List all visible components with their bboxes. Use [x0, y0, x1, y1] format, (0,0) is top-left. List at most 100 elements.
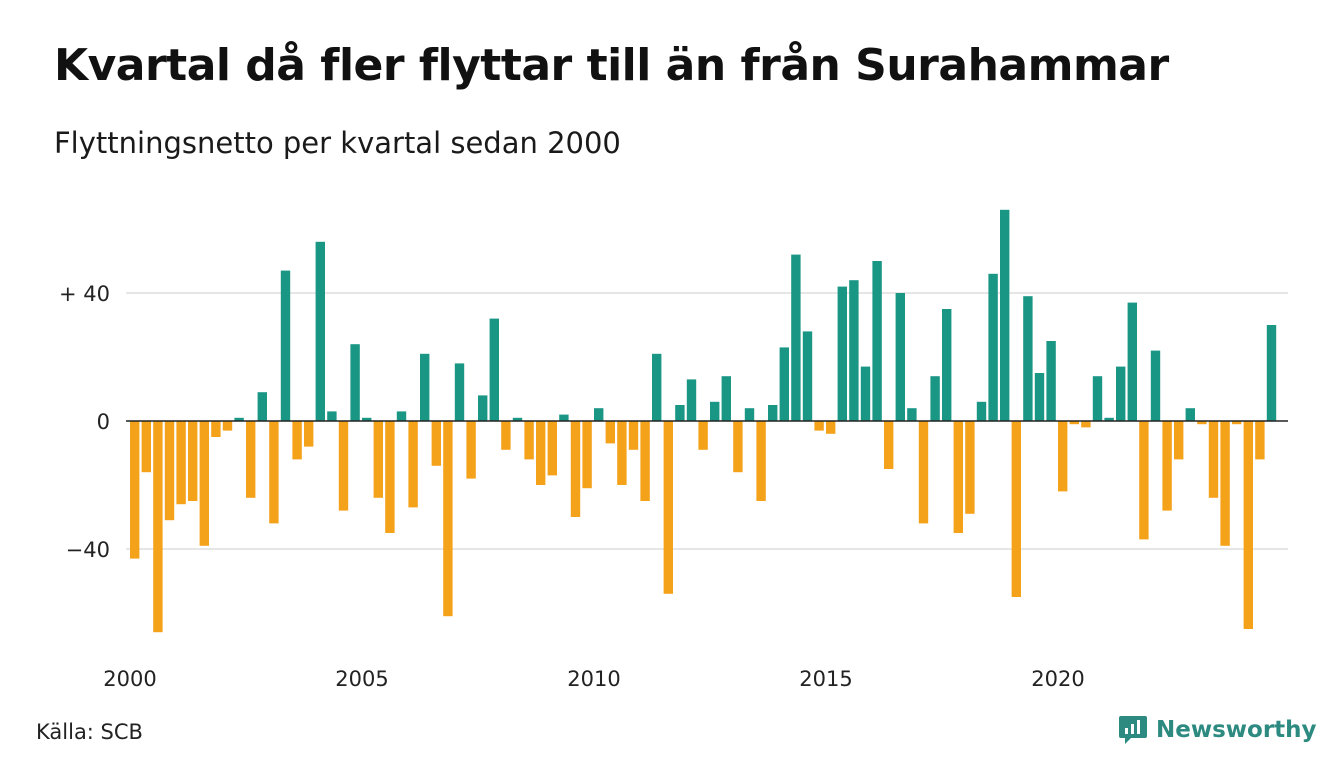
- bar: [304, 421, 314, 447]
- bar: [1208, 421, 1219, 498]
- bar: [373, 421, 383, 498]
- bar: [779, 347, 789, 421]
- bar: [733, 421, 743, 473]
- bar: [246, 421, 256, 498]
- bar: [605, 421, 615, 444]
- bar: [698, 421, 708, 450]
- bar: [1255, 421, 1265, 460]
- y-axis-labels: + 40 0 −40: [59, 282, 110, 562]
- bar: [884, 421, 894, 469]
- y-tick-label: −40: [66, 538, 110, 562]
- bar: [918, 421, 929, 524]
- bar: [1058, 421, 1068, 492]
- bar: [617, 421, 627, 485]
- bar: [188, 421, 198, 501]
- bar: [327, 411, 337, 421]
- bar: [501, 421, 511, 450]
- bar: [257, 392, 267, 421]
- x-tick-label: 2000: [103, 667, 156, 691]
- bar: [582, 421, 592, 489]
- bar: [315, 241, 325, 421]
- bar: [350, 344, 360, 421]
- bar: [1174, 421, 1184, 460]
- source-note: Källa: SCB: [36, 720, 143, 744]
- bar: [454, 363, 465, 421]
- bar: [443, 421, 453, 617]
- bar: [640, 421, 650, 501]
- bar: [176, 421, 186, 505]
- bar: [385, 421, 395, 533]
- bar: [1116, 366, 1126, 421]
- bar: [338, 421, 349, 511]
- bar: [420, 353, 430, 421]
- y-tick-label: + 40: [59, 282, 110, 306]
- bar: [489, 318, 499, 421]
- bar: [1266, 325, 1277, 421]
- bar: [211, 421, 221, 437]
- bar: [988, 273, 998, 421]
- bar: [269, 421, 279, 524]
- bar: [141, 421, 151, 473]
- bar: [953, 421, 963, 533]
- bar: [628, 421, 639, 450]
- bar: [280, 270, 291, 421]
- bar: [756, 421, 766, 501]
- bar: [396, 411, 407, 421]
- bar: [408, 421, 418, 508]
- bar: [1232, 421, 1242, 425]
- bar: [1023, 296, 1033, 421]
- bar: [559, 414, 569, 421]
- bar: [1139, 421, 1149, 540]
- bar: [1104, 417, 1114, 421]
- x-axis-labels: 2000 2005 2010 2015 2020: [103, 667, 1084, 691]
- bar: [1197, 421, 1207, 425]
- bar: [1000, 209, 1010, 421]
- bar: [965, 421, 975, 514]
- bar: [849, 280, 859, 421]
- bar: [860, 366, 871, 421]
- bar: [1092, 376, 1103, 421]
- bar: [536, 421, 546, 485]
- bar: [1185, 408, 1195, 421]
- bar: [686, 379, 697, 421]
- bar: [466, 421, 476, 479]
- bar: [744, 408, 755, 421]
- bar: [130, 421, 140, 559]
- bar: [431, 421, 441, 466]
- bar: [199, 421, 209, 546]
- bar: [675, 405, 685, 421]
- bar: [721, 376, 731, 421]
- bar: [222, 421, 233, 431]
- bar: [976, 401, 987, 421]
- bar: [164, 421, 175, 521]
- bar: [1127, 302, 1137, 421]
- bar: [153, 421, 163, 633]
- x-tick-label: 2020: [1031, 667, 1084, 691]
- bar: [512, 417, 523, 421]
- bar: [930, 376, 940, 421]
- y-tick-label: 0: [97, 410, 110, 434]
- bar: [663, 421, 673, 594]
- bar: [1243, 421, 1253, 629]
- bar: [1220, 421, 1230, 546]
- chart-subtitle: Flyttningsnetto per kvartal sedan 2000: [54, 126, 621, 160]
- bar-chart: + 40 0 −40 2000 2005 2010 2015 2020: [59, 209, 1288, 691]
- bar: [1046, 341, 1056, 421]
- bars: [130, 209, 1277, 633]
- bar: [826, 421, 836, 434]
- bar: [802, 331, 813, 421]
- bar: [907, 408, 917, 421]
- x-tick-label: 2010: [567, 667, 620, 691]
- bar: [1069, 421, 1079, 425]
- bar: [292, 421, 302, 460]
- bar: [478, 395, 488, 421]
- bar: [1150, 350, 1161, 421]
- newsworthy-logo-icon: [1119, 716, 1147, 744]
- bar: [234, 417, 244, 421]
- bar: [895, 293, 905, 421]
- bar: [837, 286, 847, 421]
- x-tick-label: 2005: [335, 667, 388, 691]
- bar: [768, 405, 778, 421]
- brand-logo[interactable]: Newsworthy: [1118, 714, 1317, 746]
- x-tick-label: 2015: [799, 667, 852, 691]
